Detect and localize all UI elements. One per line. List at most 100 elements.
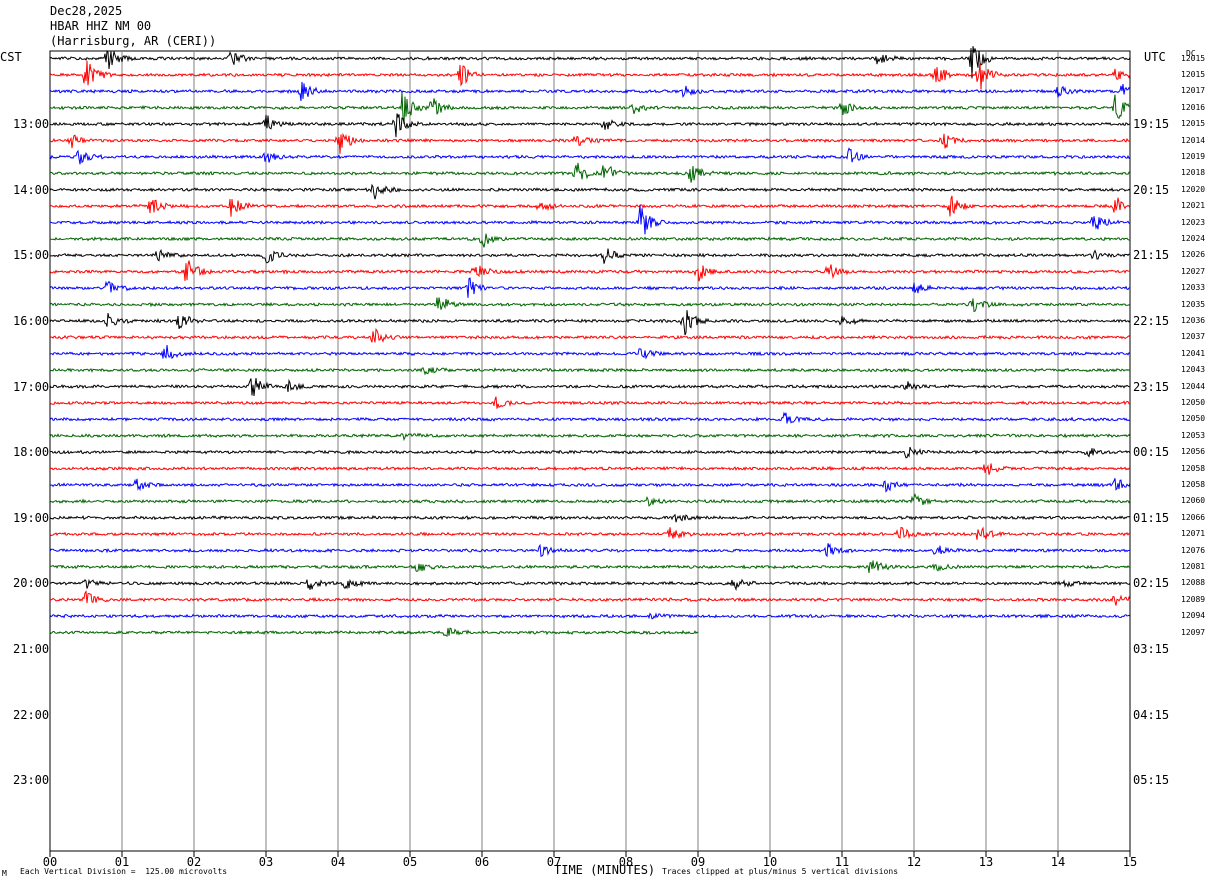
dc-offset-label: 12041 bbox=[1181, 348, 1206, 358]
trace-15 bbox=[49, 297, 1131, 313]
trace-20 bbox=[49, 377, 1131, 396]
trace-18 bbox=[50, 345, 1131, 360]
x-tick-label: 10 bbox=[763, 855, 777, 869]
cst-hour-label: 19:00 bbox=[13, 510, 50, 525]
utc-hour-label: 03:15 bbox=[1133, 641, 1170, 656]
utc-hour-label: 01:15 bbox=[1133, 510, 1170, 525]
dc-offset-label: 12050 bbox=[1181, 414, 1206, 424]
cst-hour-label: 15:00 bbox=[13, 248, 50, 263]
trace-32 bbox=[49, 578, 1131, 592]
trace-25 bbox=[49, 463, 1131, 475]
x-tick-label: 15 bbox=[1123, 855, 1137, 869]
trace-group bbox=[49, 46, 1131, 637]
dc-offset-label: 12015 bbox=[1181, 119, 1206, 129]
x-tick-label: 05 bbox=[403, 855, 417, 869]
utc-axis-title: UTC bbox=[1144, 50, 1166, 64]
cst-hour-label: 13:00 bbox=[13, 117, 50, 132]
x-tick-label: 11 bbox=[835, 855, 849, 869]
corner-mark: M bbox=[2, 869, 7, 878]
dc-offset-label: 12060 bbox=[1181, 496, 1206, 506]
dc-offset-label: 12015 bbox=[1181, 53, 1206, 63]
cst-hour-label: 20:00 bbox=[13, 576, 50, 591]
dc-offset-label: 12033 bbox=[1181, 283, 1206, 293]
dc-offset-label: 12058 bbox=[1181, 479, 1206, 489]
utc-hour-label: 00:15 bbox=[1133, 445, 1170, 460]
trace-2 bbox=[49, 81, 1131, 102]
cst-hour-label: 18:00 bbox=[13, 445, 50, 460]
dc-offset-label: 12037 bbox=[1181, 332, 1206, 342]
x-tick-label: 13 bbox=[979, 855, 993, 869]
utc-hour-label: 19:15 bbox=[1133, 117, 1170, 132]
utc-hour-label: 04:15 bbox=[1133, 707, 1170, 722]
cst-hour-label: 16:00 bbox=[13, 313, 50, 328]
cst-hour-label: 14:00 bbox=[13, 182, 50, 197]
dc-offset-label: 12026 bbox=[1181, 250, 1206, 260]
dc-offset-label: 12076 bbox=[1181, 545, 1206, 555]
trace-29 bbox=[49, 526, 1131, 540]
x-tick-label: 04 bbox=[331, 855, 345, 869]
dc-offset-label: 12035 bbox=[1181, 299, 1206, 309]
plot-date: Dec28,2025 bbox=[50, 4, 123, 18]
utc-hour-label: 22:15 bbox=[1133, 313, 1170, 328]
x-tick-label: 02 bbox=[187, 855, 201, 869]
x-tick-label: 09 bbox=[691, 855, 705, 869]
x-tick-label: 14 bbox=[1051, 855, 1065, 869]
trace-6 bbox=[49, 147, 1131, 165]
dc-offset-label: 12021 bbox=[1181, 201, 1206, 211]
trace-28 bbox=[49, 513, 1131, 523]
dc-offset-label: 12044 bbox=[1181, 381, 1206, 391]
cst-axis-title: CST bbox=[0, 50, 22, 64]
x-tick-labels: 00 01 02 03 04 05 06 07 08 09 10 11 12 13 14 15 bbox=[43, 851, 1137, 869]
utc-hour-label: 05:15 bbox=[1133, 773, 1170, 788]
grid-lines bbox=[49, 50, 1131, 852]
cst-hour-label: 23:00 bbox=[13, 773, 50, 788]
clip-note: Traces clipped at plus/minus 5 vertical … bbox=[662, 867, 899, 876]
trace-9 bbox=[49, 195, 1131, 217]
trace-4 bbox=[49, 113, 1131, 138]
trace-26 bbox=[49, 478, 1131, 493]
trace-1 bbox=[49, 60, 1131, 90]
x-tick-label: 00 bbox=[43, 855, 57, 869]
trace-12 bbox=[49, 248, 1131, 264]
dc-offset-label: 12043 bbox=[1181, 365, 1206, 375]
utc-hour-label: 02:15 bbox=[1133, 576, 1170, 591]
trace-13 bbox=[49, 260, 1131, 282]
trace-14 bbox=[49, 277, 1131, 298]
trace-34 bbox=[49, 612, 1131, 620]
trace-16 bbox=[49, 310, 1131, 336]
dc-offset-label: 12094 bbox=[1181, 611, 1206, 621]
cst-hour-label: 21:00 bbox=[13, 641, 50, 656]
trace-5 bbox=[49, 132, 1131, 154]
dc-offset-label: 12050 bbox=[1181, 397, 1206, 407]
dc-offset-label: 12024 bbox=[1181, 233, 1206, 243]
dc-offset-label: 12014 bbox=[1181, 135, 1206, 145]
plot-frame bbox=[49, 50, 1131, 852]
dc-offset-label: 12018 bbox=[1181, 168, 1206, 178]
trace-17 bbox=[49, 327, 1131, 343]
trace-22 bbox=[49, 411, 1131, 424]
trace-30 bbox=[49, 543, 1131, 558]
dc-offset-label: 12016 bbox=[1181, 102, 1206, 112]
trace-19 bbox=[49, 366, 1131, 376]
dc-offset-label: 12053 bbox=[1181, 430, 1206, 440]
dc-axis-title: DC bbox=[1186, 49, 1196, 58]
trace-27 bbox=[49, 492, 1131, 507]
x-axis-label: TIME (MINUTES) bbox=[554, 863, 656, 877]
x-tick-label: 03 bbox=[259, 855, 273, 869]
trace-7 bbox=[49, 162, 1131, 183]
plot-station: HBAR HHZ NM 00 bbox=[50, 19, 152, 33]
dc-offset-label: 12023 bbox=[1181, 217, 1206, 227]
x-tick-label: 07 bbox=[547, 855, 561, 869]
trace-24 bbox=[49, 446, 1131, 459]
dc-offset-label: 12017 bbox=[1181, 86, 1206, 96]
trace-3 bbox=[49, 92, 1131, 125]
cst-hour-label: 22:00 bbox=[13, 707, 50, 722]
trace-8 bbox=[49, 183, 1131, 200]
cst-hour-label: 17:00 bbox=[13, 379, 50, 394]
trace-31 bbox=[49, 560, 1131, 573]
dc-offset-label: 12089 bbox=[1181, 594, 1206, 604]
utc-hour-label: 20:15 bbox=[1133, 182, 1170, 197]
dc-offset-label: 12020 bbox=[1181, 184, 1206, 194]
trace-35 bbox=[49, 627, 699, 637]
